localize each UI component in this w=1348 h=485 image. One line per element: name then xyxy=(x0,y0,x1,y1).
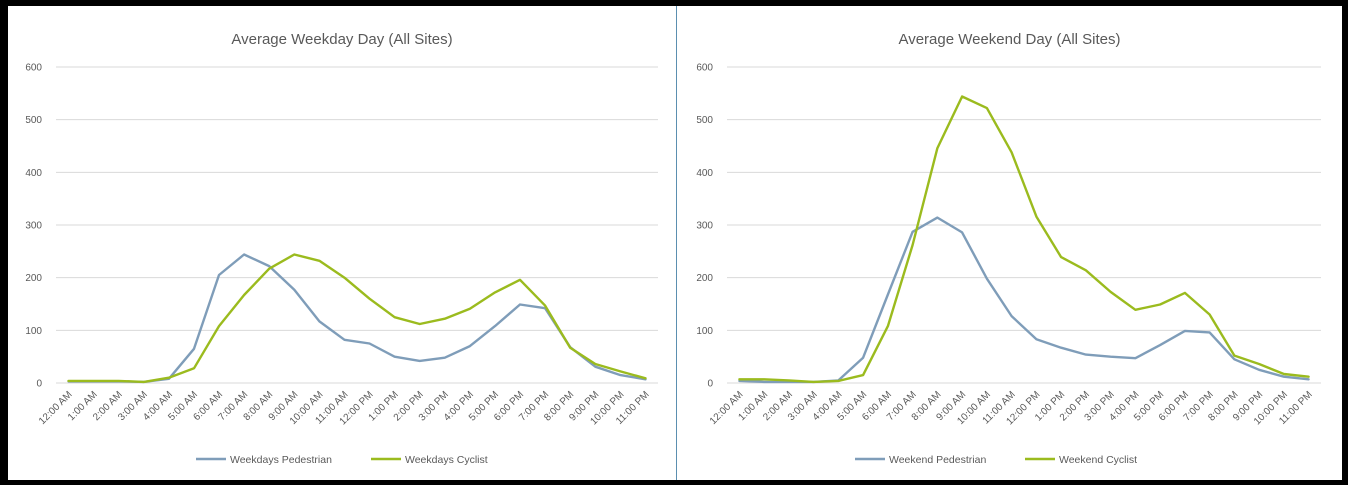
series-line-weekdays-cyclist xyxy=(67,253,647,384)
weekday-chart: Average Weekday Day (All Sites) 0 100 200 30… xyxy=(25,31,658,466)
weekday-chart-panel: Average Weekday Day (All Sites) 0 100 200 30… xyxy=(8,6,676,480)
legend-label: Weekdays Cyclist xyxy=(405,454,488,466)
y-tick-label: 200 xyxy=(696,273,713,284)
y-tick-label: 200 xyxy=(25,273,42,284)
legend-entry-weekdays-cyclist: Weekdays Cyclist xyxy=(371,454,488,466)
y-tick-label: 100 xyxy=(25,326,42,337)
legend-label: Weekend Pedestrian xyxy=(889,454,986,466)
legend-entry-weekend-cyclist: Weekend Cyclist xyxy=(1025,454,1137,466)
series-line-weekdays-pedestrian xyxy=(67,253,647,384)
legend-label: Weekend Cyclist xyxy=(1059,454,1137,466)
y-tick-label: 0 xyxy=(36,379,42,390)
y-tick-label: 600 xyxy=(25,63,42,74)
y-tick-label: 100 xyxy=(696,326,713,337)
panel-divider xyxy=(676,6,677,480)
y-tick-label: 500 xyxy=(696,115,713,126)
y-tick-label: 300 xyxy=(25,221,42,232)
legend-entry-weekend-pedestrian: Weekend Pedestrian xyxy=(855,454,986,466)
chart-title: Average Weekend Day (All Sites) xyxy=(898,31,1120,48)
x-tick-label: 12:00 AM xyxy=(37,389,75,427)
y-tick-label: 500 xyxy=(25,115,42,126)
y-tick-label: 600 xyxy=(696,63,713,74)
series-line-weekend-cyclist xyxy=(738,95,1310,384)
y-tick-label: 300 xyxy=(696,221,713,232)
y-tick-label: 400 xyxy=(696,168,713,179)
x-tick-label: 12:00 AM xyxy=(708,389,746,427)
weekend-chart-panel: Average Weekend Day (All Sites) 0 100 200 30… xyxy=(677,6,1342,480)
weekend-chart: Average Weekend Day (All Sites) 0 100 200 30… xyxy=(696,31,1321,466)
y-tick-label: 400 xyxy=(25,168,42,179)
y-tick-label: 0 xyxy=(707,379,713,390)
legend-entry-weekdays-pedestrian: Weekdays Pedestrian xyxy=(196,454,332,466)
series-line-weekend-pedestrian xyxy=(738,216,1310,384)
chart-title: Average Weekday Day (All Sites) xyxy=(231,31,452,48)
legend-label: Weekdays Pedestrian xyxy=(230,454,332,466)
